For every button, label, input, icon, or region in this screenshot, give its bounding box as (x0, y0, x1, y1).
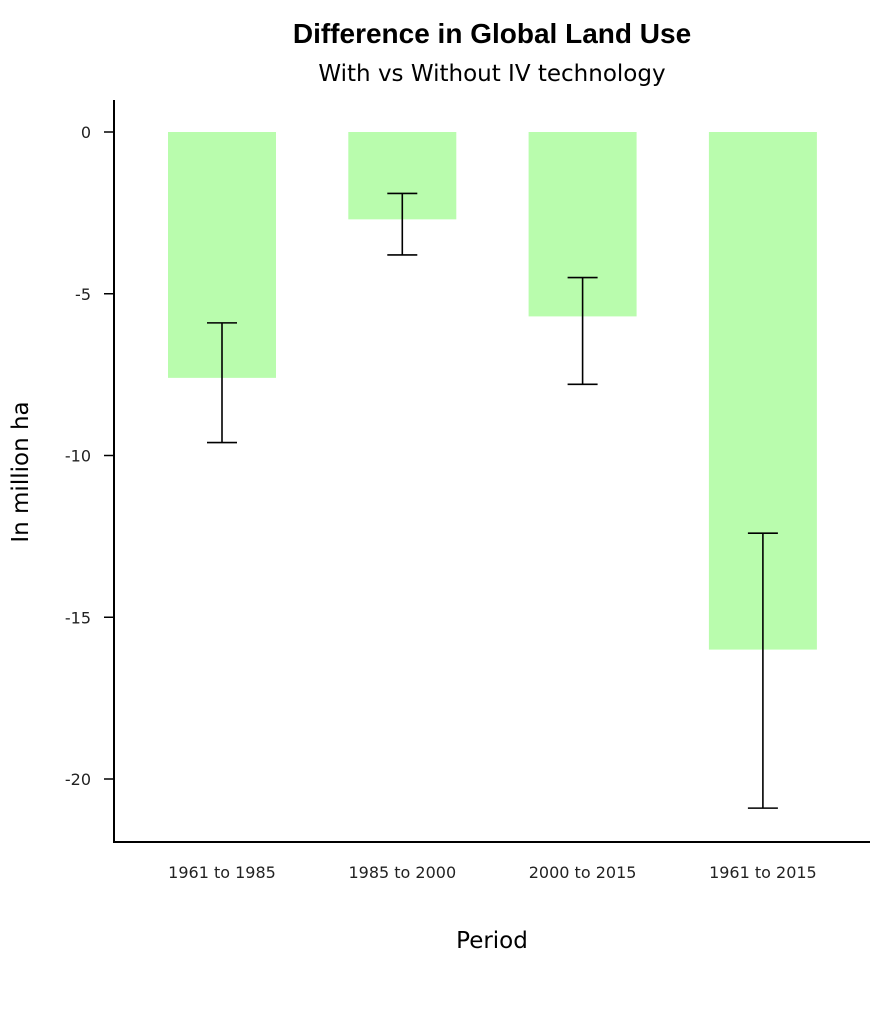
bars-layer (168, 132, 817, 650)
error-bars-layer (207, 192, 778, 809)
x-tick-label: 1961 to 2015 (709, 863, 817, 882)
y-tick-label: -20 (65, 770, 91, 789)
y-tick-label: -15 (65, 608, 91, 627)
y-tick-label: 0 (81, 123, 91, 142)
chart-title: Difference in Global Land Use (292, 18, 692, 49)
x-tick-label: 1961 to 1985 (168, 863, 276, 882)
x-ticks-layer: 1961 to 1985 1985 to 2000 2000 to 2015 1961… (168, 863, 817, 882)
y-ticks-layer: 0 -5 -10 -15 -20 (65, 123, 114, 789)
y-axis-title: In million ha (8, 401, 34, 542)
axes-layer (113, 100, 870, 843)
x-tick-label: 1985 to 2000 (348, 863, 456, 882)
y-tick-label: -5 (75, 285, 91, 304)
y-tick-label: -10 (65, 447, 91, 466)
x-tick-label: 2000 to 2015 (529, 863, 637, 882)
x-axis-title: Period (456, 928, 528, 954)
chart-subtitle: With vs Without IV technology (318, 61, 666, 87)
